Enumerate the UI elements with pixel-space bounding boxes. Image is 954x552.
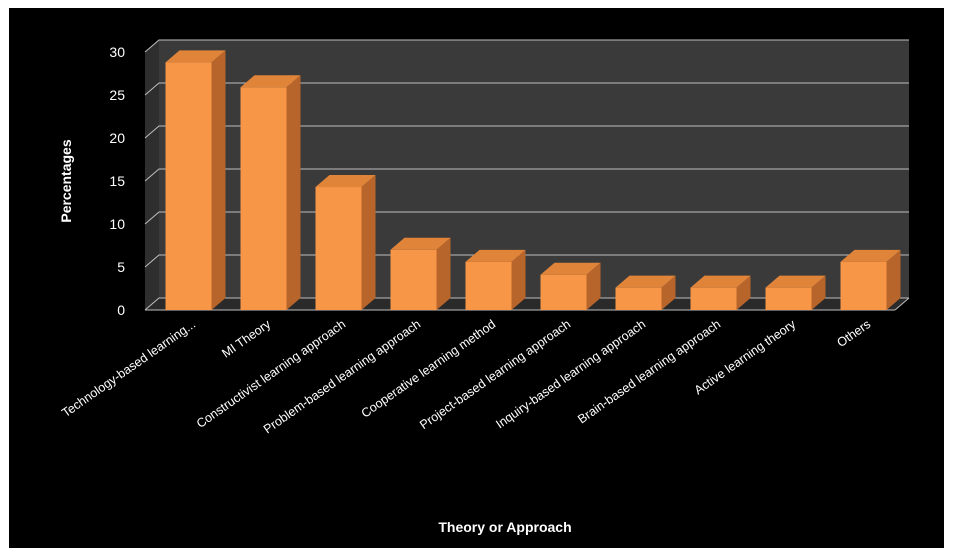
bar-top [690,275,751,288]
x-tick-label: Brain-based learning approach [575,317,723,427]
bar-front [840,261,887,310]
y-tick-label: 0 [117,302,125,318]
gridline [144,39,909,53]
y-axis-title: Percentages [58,139,74,222]
bar-front [315,187,362,310]
bar [690,275,751,310]
bar-top [465,249,526,262]
x-tick-label: Inquiry-based learning approach [493,317,648,431]
gridline [144,82,909,96]
bar-side [286,75,301,310]
bar-top [615,275,676,288]
bar-top [240,75,301,88]
gridline [144,125,909,139]
bar [390,237,451,310]
bar [615,275,676,310]
bar [165,50,226,310]
bar-front [540,274,587,310]
bar-top [315,175,376,188]
bar-side [511,249,526,310]
x-tick-label: Project-based learning approach [417,317,573,432]
y-tick-label: 25 [109,87,125,103]
chart-area: 0 5 10 15 20 25 30 Technology-based learning..… [9,8,944,548]
y-tick-label: 30 [109,44,125,60]
x-axis-category-labels: Technology-based learning... MI TheoryCon… [59,317,873,437]
x-tick-label: Problem-based learning approach [261,317,423,437]
bar-chart: 0 5 10 15 20 25 30 Technology-based learning..… [58,39,910,535]
bar-front [690,287,737,310]
bar-front [240,87,287,310]
bar-top [540,262,601,275]
bar-top [165,50,226,63]
x-axis-title: Theory or Approach [438,519,571,535]
gridline [144,168,909,182]
bar-top [840,249,901,262]
bar-side [436,237,451,310]
bar [840,249,901,310]
x-tick-label: Technology-based learning... [59,317,198,420]
bar-top [390,237,451,250]
bar-side [736,275,751,310]
bar-side [586,262,601,310]
gridline [144,211,909,225]
bar-side [886,249,901,310]
y-tick-label: 20 [109,130,125,146]
bar-side [661,275,676,310]
y-tick-label: 15 [109,173,125,189]
floor-edge [894,297,910,311]
y-tick-label: 5 [117,259,125,275]
bar [465,249,526,310]
x-tick-label: Cooperative learning method [359,317,499,421]
x-tick-label: Constructivist learning approach [194,317,348,431]
bar [240,75,301,310]
bar-side [811,275,826,310]
x-tick-label: MI Theory [219,317,274,361]
bar-top [765,275,826,288]
gridline [144,254,909,268]
bar [540,262,601,310]
y-axis-ticks: 0 5 10 15 20 25 30 [109,44,125,318]
bar-side [211,50,226,310]
bar-side [361,175,376,310]
bars [165,50,901,310]
bar-front [165,62,212,310]
y-tick-label: 10 [109,216,125,232]
bar [315,175,376,310]
bar-front [615,287,662,310]
bar-front [765,287,812,310]
bar-front [465,261,512,310]
bar [765,275,826,310]
x-tick-label: Others [834,317,873,350]
bar-front [390,249,437,310]
